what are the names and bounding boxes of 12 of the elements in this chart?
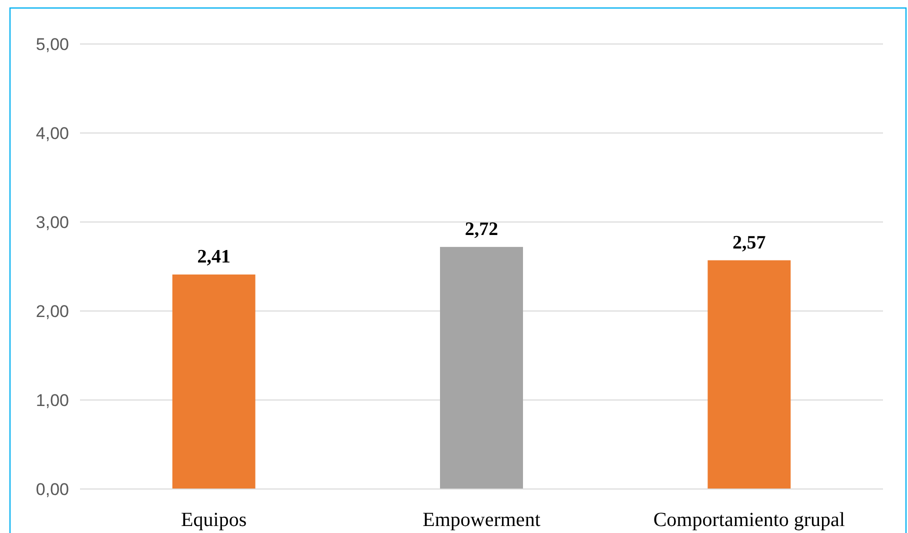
y-tick-label: 0,00 <box>36 480 69 499</box>
x-tick-label: Equipos <box>181 509 247 531</box>
y-tick-label: 3,00 <box>36 212 69 232</box>
y-tick-label: 1,00 <box>36 390 69 410</box>
y-tick-label: 2,00 <box>36 302 69 321</box>
x-tick-label: Empowerment <box>422 509 541 531</box>
data-label: 2,57 <box>732 232 766 254</box>
data-label: 2,41 <box>197 246 230 268</box>
x-tick-label: Comportamiento grupal <box>653 509 846 531</box>
y-tick-label: 5,00 <box>36 34 69 54</box>
y-tick-label: 4,00 <box>36 124 69 143</box>
data-label: 2,72 <box>464 218 498 240</box>
